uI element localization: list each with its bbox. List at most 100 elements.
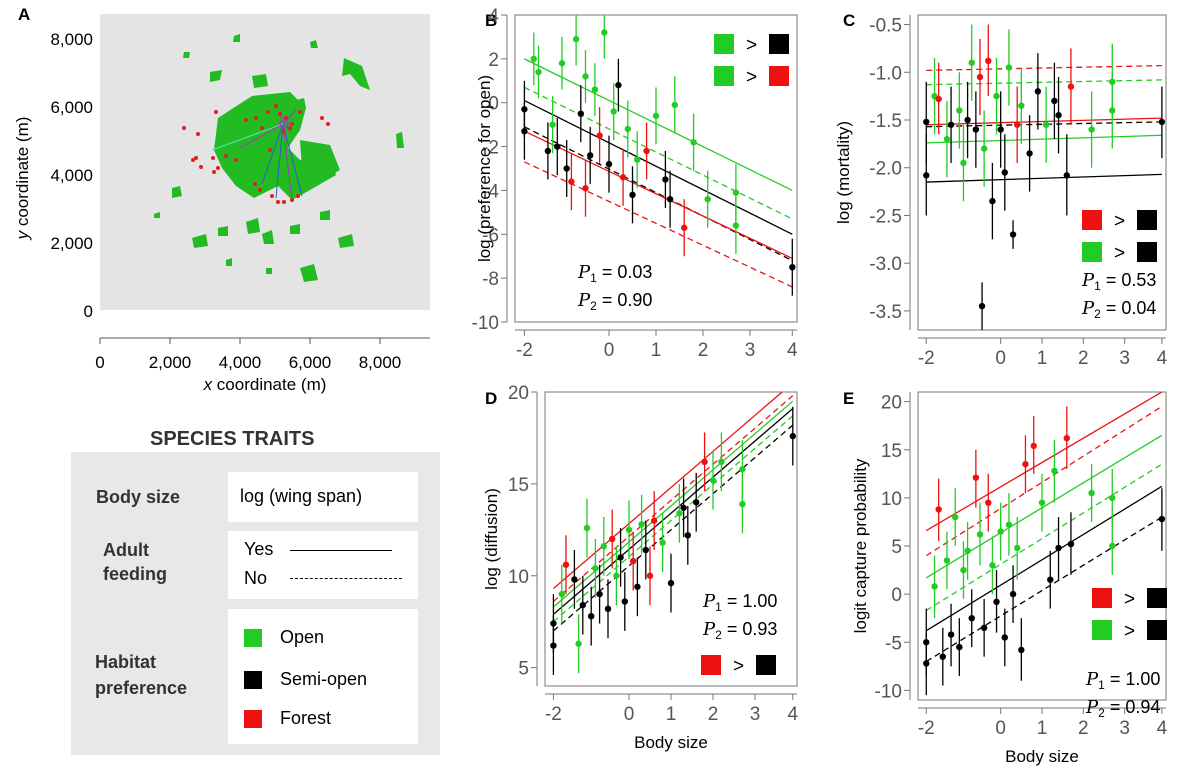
panel-e-plot-frame xyxy=(917,391,1167,701)
data-point xyxy=(609,535,616,543)
feeding-no-dashed-line xyxy=(290,578,402,579)
data-point xyxy=(968,59,975,66)
data-point xyxy=(550,642,557,649)
data-point xyxy=(972,474,980,481)
panel-e-plot-area xyxy=(923,392,1166,696)
data-point xyxy=(605,160,613,168)
panel-e-y-tick-label: 5 xyxy=(891,537,902,558)
panel-c-x-tick-label: -2 xyxy=(918,348,935,369)
map-x-ticks: 0 2,000 4,000 6,000 8,000 xyxy=(95,338,401,372)
habitat-label-1: Habitat xyxy=(95,652,157,672)
data-point xyxy=(1005,64,1013,71)
regression-line xyxy=(524,130,793,259)
legend-gt-sign: > xyxy=(1124,589,1135,610)
panel-c-x-tick-label: 2 xyxy=(1078,348,1089,369)
route xyxy=(261,123,284,185)
patch xyxy=(246,218,260,234)
panel-d-x-tick-label: 4 xyxy=(788,704,799,725)
legend-swatch-right xyxy=(756,655,776,675)
data-point xyxy=(680,504,687,511)
data-point xyxy=(592,565,599,572)
adult-feeding-label-2: feeding xyxy=(103,564,168,584)
data-point xyxy=(676,510,683,517)
legend-gt-sign: > xyxy=(746,35,757,56)
data-point xyxy=(718,458,725,466)
body-size-card: log (wing span) xyxy=(228,472,418,522)
data-point xyxy=(1158,515,1166,523)
data-point xyxy=(690,138,697,146)
route xyxy=(282,109,297,125)
panel-e-p-value-1: P1 = 1.00 xyxy=(1085,669,1160,692)
data-point xyxy=(923,172,930,179)
panel-b-x-tick-label: 0 xyxy=(604,340,615,361)
forest-swatch xyxy=(244,710,262,728)
data-point xyxy=(693,499,700,506)
panel-b-plot-frame xyxy=(514,14,798,323)
data-point xyxy=(577,110,584,117)
adult-feeding-label-1: Adult xyxy=(103,540,149,560)
capture-site xyxy=(211,156,215,160)
capture-site xyxy=(224,154,228,158)
data-point xyxy=(558,590,565,598)
panel-c-p-value-2: P2 = 0.04 xyxy=(1081,298,1156,321)
legend-swatch-right xyxy=(1147,588,1167,608)
habitat-semi-open-label: Semi-open xyxy=(280,669,368,689)
patch xyxy=(296,98,306,110)
data-point xyxy=(535,68,542,76)
data-point xyxy=(985,499,992,506)
panel-c-x-tick-label: 3 xyxy=(1119,348,1130,369)
data-point xyxy=(659,539,666,546)
capture-site xyxy=(212,170,216,174)
legend-swatch-right xyxy=(769,66,789,86)
data-point xyxy=(615,81,622,89)
panel-b-y-tick-label: -4 xyxy=(482,181,499,202)
map-y-tick-label: 4,000 xyxy=(50,166,93,185)
data-point xyxy=(596,590,603,598)
data-point xyxy=(571,576,578,583)
data-point xyxy=(931,583,938,590)
data-point xyxy=(1055,544,1062,552)
capture-site xyxy=(274,104,278,108)
data-point xyxy=(613,572,620,579)
data-point xyxy=(923,660,930,667)
panel-d-comparison-legend: > xyxy=(701,655,776,677)
capture-site xyxy=(282,200,286,204)
data-point xyxy=(960,566,967,574)
patch xyxy=(172,186,182,198)
capture-site xyxy=(214,110,218,114)
regression-line xyxy=(552,392,784,590)
panel-b-x-tick-label: -2 xyxy=(516,340,533,361)
legend-swatch-right xyxy=(769,34,789,54)
panel-b-y-tick-label: 4 xyxy=(488,6,499,27)
panel-c-comparison-legend: > xyxy=(1082,242,1157,264)
panel-d-y-label: log (diffusion) xyxy=(482,488,501,590)
regression-line xyxy=(925,485,1163,632)
panel-d-x-tick-label: 2 xyxy=(708,704,719,725)
patch xyxy=(290,224,300,234)
feeding-yes-label: Yes xyxy=(244,539,274,559)
capture-site xyxy=(296,194,300,198)
release-site xyxy=(279,119,289,129)
habitat-card: Open Semi-open Forest xyxy=(228,609,418,744)
legend-swatch-left xyxy=(1092,620,1112,640)
data-point xyxy=(943,557,951,564)
patch xyxy=(300,264,318,282)
panel-d-plot-frame xyxy=(544,391,798,687)
data-point xyxy=(575,640,582,647)
data-point xyxy=(997,126,1004,133)
map-y-ticks: 0 2,000 4,000 6,000 8,000 xyxy=(50,30,93,321)
capture-sites xyxy=(182,104,330,204)
capture-site xyxy=(199,165,203,169)
data-point xyxy=(1034,88,1042,95)
data-point xyxy=(993,92,1000,100)
regression-line xyxy=(926,134,1162,144)
data-point xyxy=(1158,118,1166,126)
panel-d-y-tick-label: 20 xyxy=(508,383,529,404)
panel-c-y-tick-label: -1.5 xyxy=(869,111,902,132)
route xyxy=(282,123,303,197)
data-point xyxy=(1067,83,1075,90)
capture-site xyxy=(268,148,272,152)
data-point xyxy=(935,95,942,103)
data-point xyxy=(1030,442,1037,450)
data-point xyxy=(643,147,650,155)
